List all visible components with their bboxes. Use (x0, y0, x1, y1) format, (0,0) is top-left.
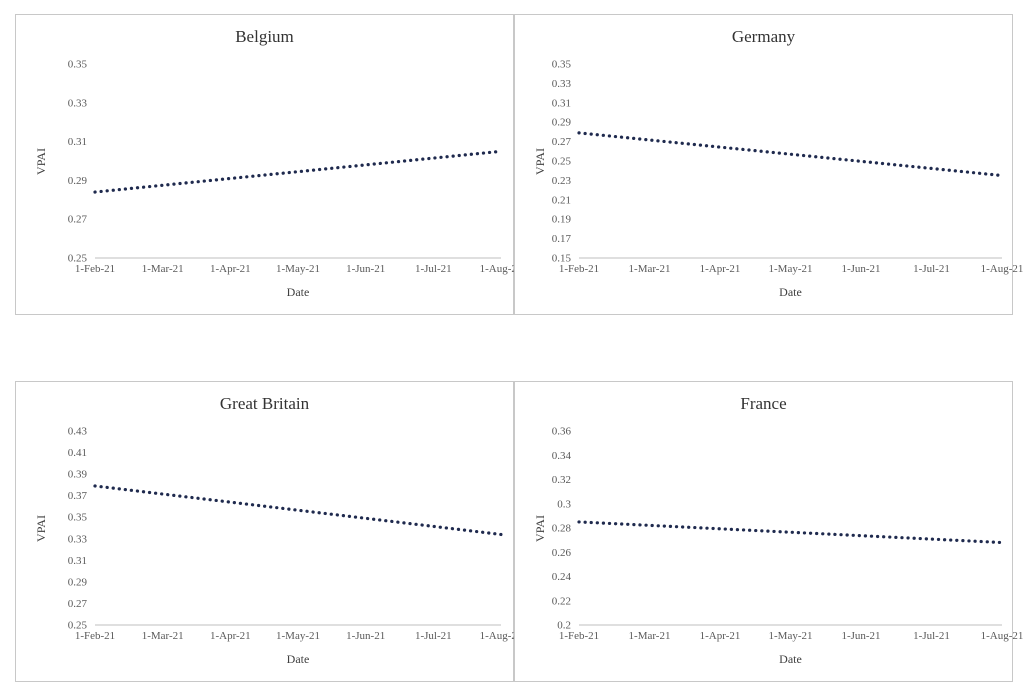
y-tick-label: 0.33 (552, 78, 572, 90)
series-line (577, 131, 1004, 178)
x-tick-label: 1-Mar-21 (142, 263, 184, 275)
chart-title: Belgium (235, 27, 294, 46)
x-tick-label: 1-Jul-21 (913, 263, 950, 275)
y-tick-label: 0.3 (557, 498, 571, 510)
y-axis-title: VPAI (532, 148, 547, 175)
x-tick-label: 1-Feb-21 (559, 263, 599, 275)
series-line (93, 484, 503, 537)
x-tick-label: 1-Mar-21 (629, 263, 671, 275)
x-tick-label: 1-Jun-21 (346, 263, 385, 275)
x-tick-label: 1-Jul-21 (415, 263, 452, 275)
x-tick-label: 1-Jul-21 (415, 630, 452, 642)
chart-title: Germany (731, 27, 796, 46)
y-tick-label: 0.43 (68, 426, 88, 438)
x-tick-label: 1-Feb-21 (75, 630, 115, 642)
y-tick-label: 0.32 (552, 474, 571, 486)
x-tick-label: 1-Aug-21 (480, 630, 523, 642)
chart-panel-belgium: Belgium 0.25 0.27 0.29 0.31 0.33 0.35 1-Feb-21… (15, 14, 523, 315)
x-axis-title: Date (779, 652, 802, 666)
y-tick-label: 0.17 (552, 233, 572, 245)
y-tick-label: 0.29 (68, 175, 88, 187)
y-tick-label: 0.33 (68, 97, 88, 109)
y-tick-label: 0.2 (557, 620, 571, 632)
y-tick-label: 0.36 (552, 426, 572, 438)
x-tick-label: 1-Feb-21 (559, 630, 599, 642)
x-tick-label: 1-Jun-21 (346, 630, 385, 642)
y-tick-label: 0.22 (552, 595, 571, 607)
x-tick-label: 1-May-21 (769, 263, 813, 275)
plot-area: 0.25 0.27 0.29 0.31 0.33 0.35 1-Feb-21 1-Mar-21… (68, 59, 523, 276)
plot-area: 0.15 0.17 0.19 0.21 0.23 0.25 0.27 0.29 0.31 0.33… (552, 59, 1024, 276)
y-tick-label: 0.39 (68, 469, 88, 481)
x-tick-label: 1-Feb-21 (75, 263, 115, 275)
x-tick-label: 1-Jun-21 (841, 263, 880, 275)
y-tick-label: 0.27 (68, 598, 88, 610)
y-tick-label: 0.15 (552, 253, 572, 265)
plot-area: 0.2 0.22 0.24 0.26 0.28 0.3 0.32 0.34 0.36 1-Feb-… (552, 426, 1024, 643)
y-tick-label: 0.19 (552, 214, 572, 226)
y-axis-title: VPAI (532, 515, 547, 542)
y-tick-label: 0.31 (68, 136, 87, 148)
x-axis-title: Date (779, 285, 802, 299)
y-tick-label: 0.41 (68, 447, 87, 459)
x-tick-label: 1-Apr-21 (700, 630, 741, 642)
y-tick-label: 0.31 (552, 97, 571, 109)
y-tick-label: 0.25 (552, 156, 572, 168)
y-tick-label: 0.26 (552, 547, 572, 559)
x-tick-label: 1-Aug-21 (981, 263, 1024, 275)
x-tick-label: 1-Apr-21 (210, 263, 251, 275)
y-tick-label: 0.33 (68, 533, 88, 545)
chart-panel-france: France 0.2 0.22 0.24 0.26 0.28 0.3 0.32 0.34 0.3… (514, 381, 1024, 682)
y-tick-label: 0.24 (552, 571, 572, 583)
y-tick-label: 0.29 (552, 117, 572, 129)
x-axis-title: Date (286, 285, 310, 299)
x-tick-label: 1-Aug-21 (480, 263, 523, 275)
x-axis-title: Date (286, 652, 310, 666)
y-tick-label: 0.35 (68, 59, 88, 71)
x-tick-label: 1-Apr-21 (210, 630, 251, 642)
y-tick-label: 0.35 (552, 59, 572, 71)
y-tick-label: 0.29 (68, 576, 88, 588)
y-tick-label: 0.28 (552, 523, 572, 535)
y-axis-title: VPAI (33, 148, 48, 175)
x-tick-label: 1-Mar-21 (629, 630, 671, 642)
y-axis-title: VPAI (33, 515, 48, 542)
y-tick-label: 0.31 (68, 555, 87, 567)
x-tick-label: 1-Apr-21 (700, 263, 741, 275)
x-tick-label: 1-Aug-21 (981, 630, 1024, 642)
chart-title: Great Britain (219, 394, 310, 413)
x-tick-label: 1-Jul-21 (913, 630, 950, 642)
x-tick-label: 1-Mar-21 (142, 630, 184, 642)
x-tick-label: 1-May-21 (276, 263, 320, 275)
y-tick-label: 0.25 (68, 620, 88, 632)
y-tick-label: 0.37 (68, 490, 88, 502)
y-tick-label: 0.27 (552, 136, 572, 148)
y-tick-label: 0.27 (68, 214, 88, 226)
x-tick-label: 1-May-21 (276, 630, 320, 642)
chart-panel-great-britain: Great Britain 0.25 0.27 0.29 0.31 0.33 0.35 0.… (15, 381, 523, 682)
x-tick-label: 1-May-21 (769, 630, 813, 642)
series-line (577, 520, 1004, 545)
x-tick-label: 1-Jun-21 (841, 630, 880, 642)
y-tick-label: 0.25 (68, 253, 88, 265)
y-tick-label: 0.34 (552, 450, 572, 462)
y-tick-label: 0.35 (68, 512, 88, 524)
series-line (93, 149, 503, 194)
chart-title: France (740, 394, 787, 413)
chart-panel-germany: Germany 0.15 0.17 0.19 0.21 0.23 0.25 0.27 0.29… (514, 14, 1024, 315)
y-tick-label: 0.23 (552, 175, 572, 187)
y-tick-label: 0.21 (552, 194, 571, 206)
plot-area: 0.25 0.27 0.29 0.31 0.33 0.35 0.37 0.39 0.41 0.43… (68, 426, 523, 643)
